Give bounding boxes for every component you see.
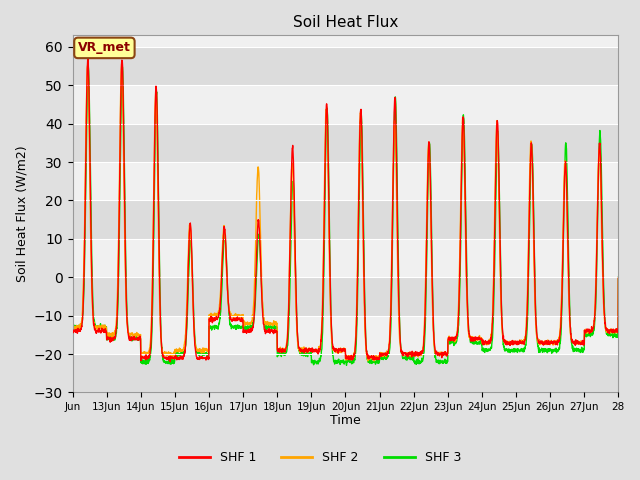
Y-axis label: Soil Heat Flux (W/m2): Soil Heat Flux (W/m2) [15, 145, 28, 282]
Bar [72, 277, 618, 316]
Legend: SHF 1, SHF 2, SHF 3: SHF 1, SHF 2, SHF 3 [173, 446, 467, 469]
Text: VR_met: VR_met [78, 41, 131, 54]
Bar [72, 354, 618, 393]
X-axis label: Time: Time [330, 414, 361, 427]
Bar [72, 85, 618, 124]
Bar [72, 124, 618, 162]
Bar [72, 47, 618, 85]
Bar [72, 201, 618, 239]
Title: Soil Heat Flux: Soil Heat Flux [292, 15, 398, 30]
Bar [72, 239, 618, 277]
Bar [72, 162, 618, 201]
Bar [72, 316, 618, 354]
